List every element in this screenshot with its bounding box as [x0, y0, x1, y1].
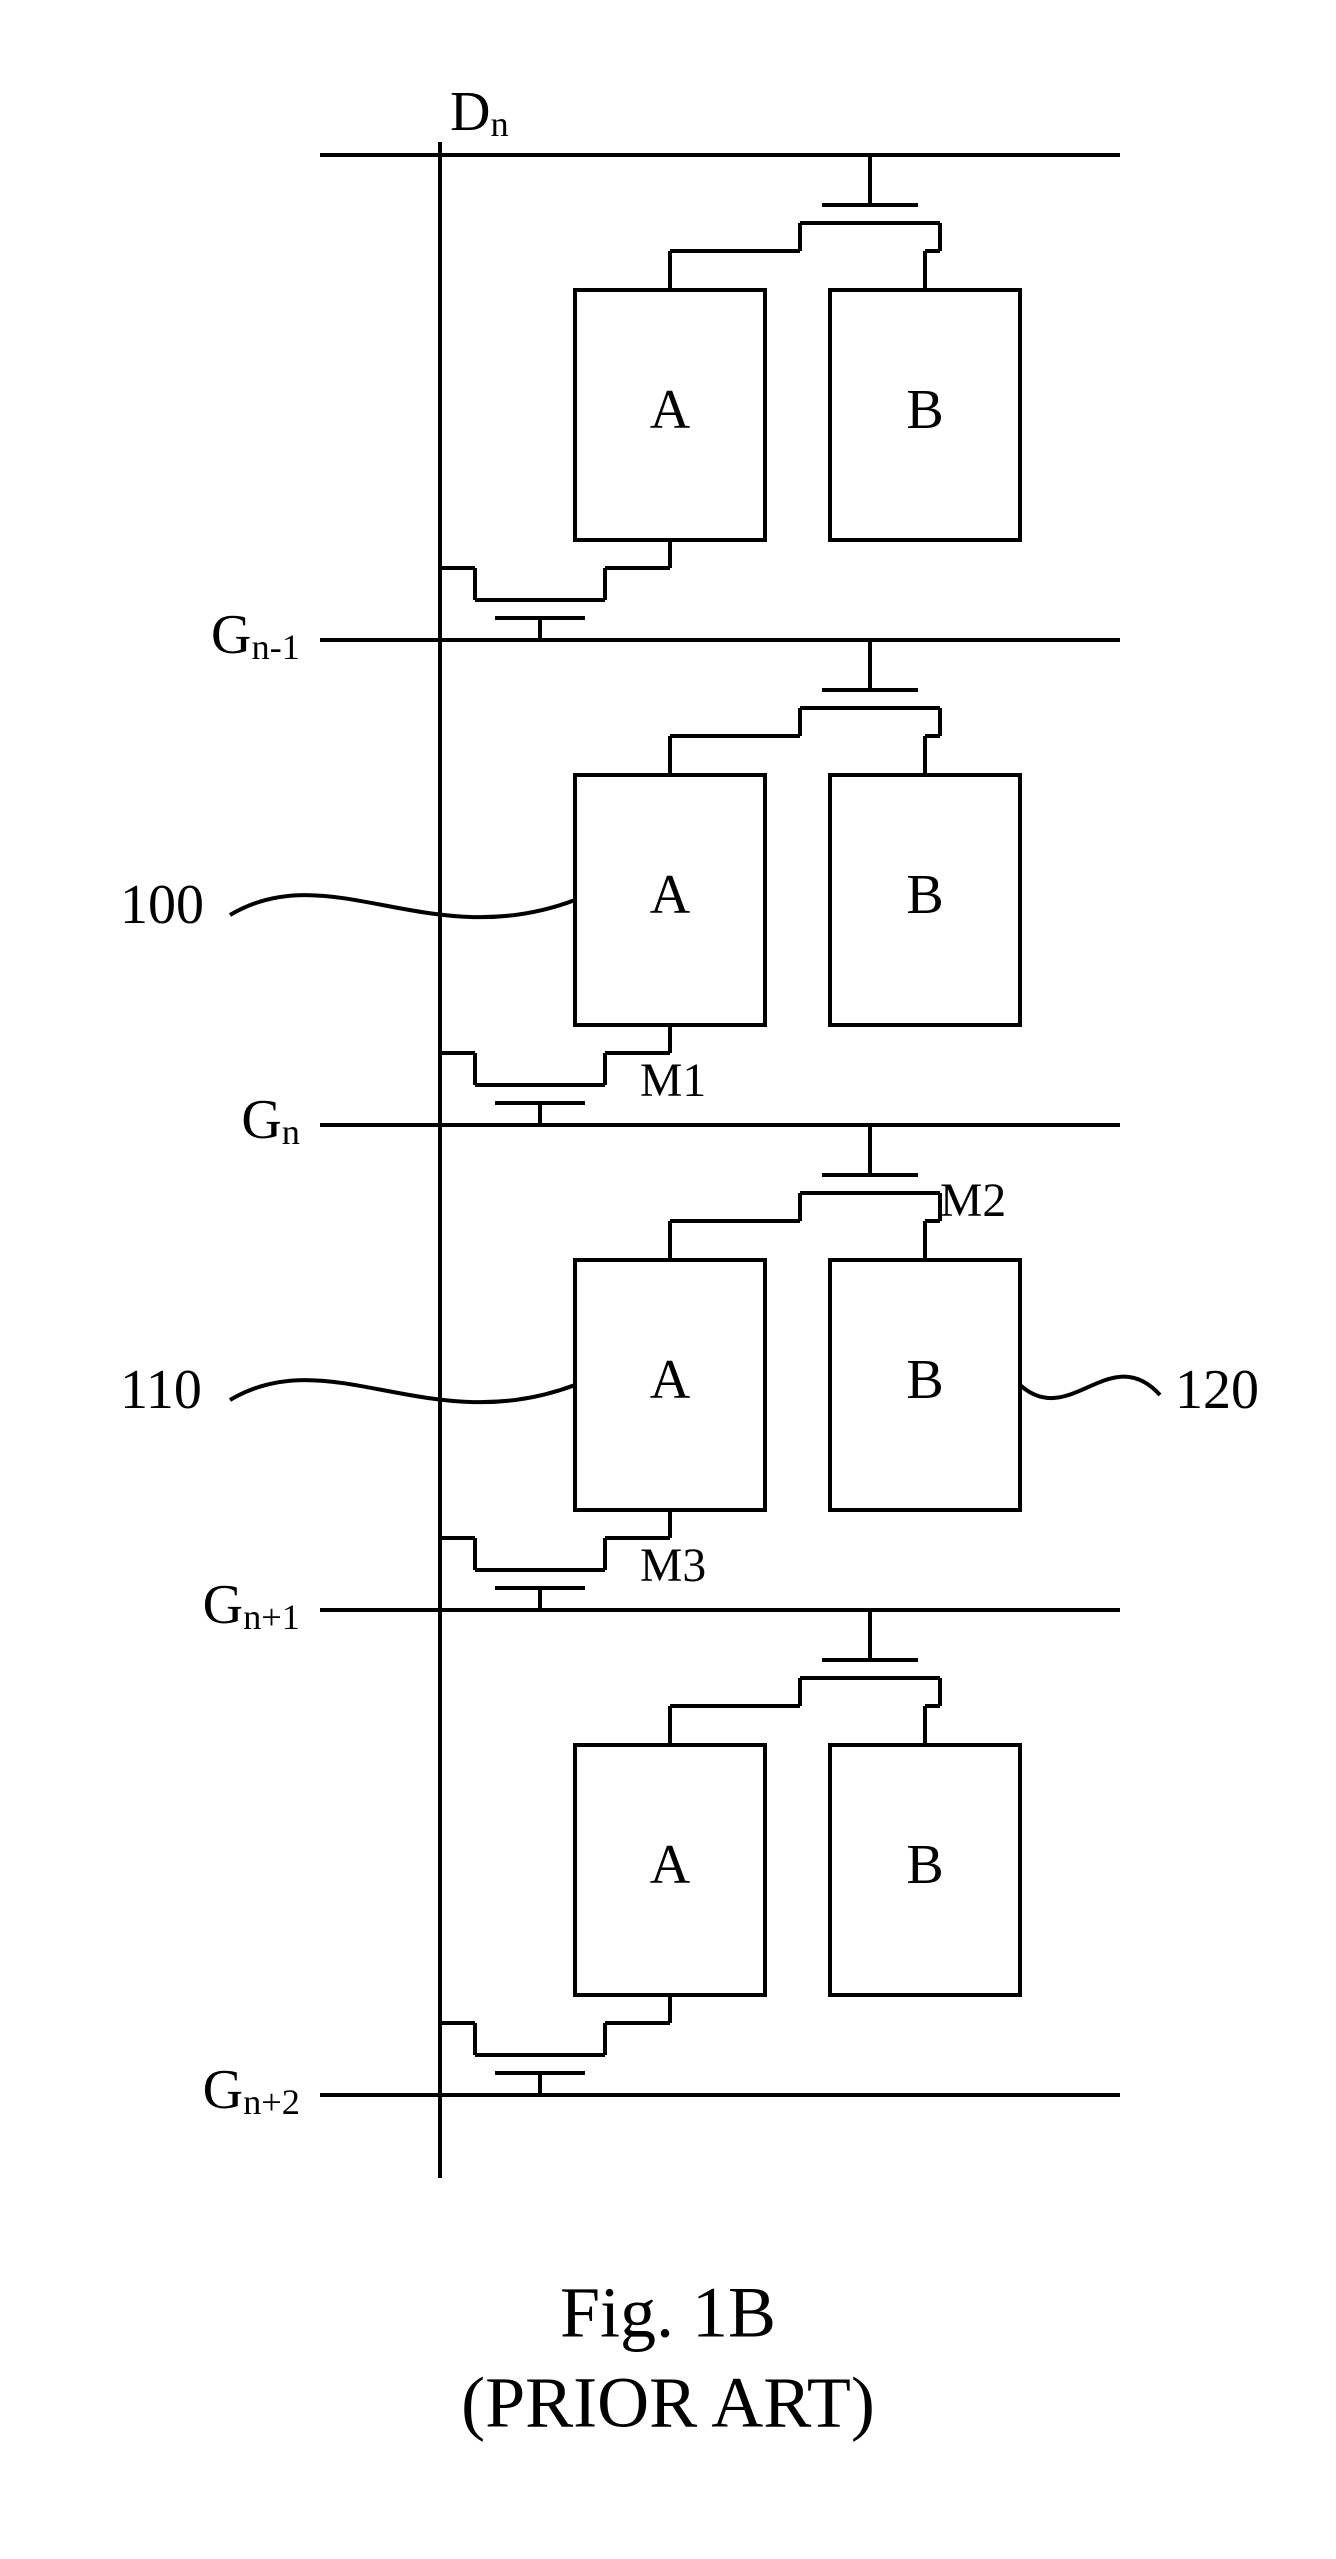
m1-label: M1 — [640, 1055, 706, 1107]
box-a-label: A — [650, 1349, 691, 1411]
box-a-label: A — [650, 864, 691, 926]
box-b-label: B — [906, 379, 943, 441]
box-b-label: B — [906, 1834, 943, 1896]
gate-line-label: Gn-1 — [211, 604, 300, 667]
circuit-svg: Dn Gn-1 A B Gn A B M1 100 Gn+1 A B M2 M3 110 120 Gn+2 A B F… — [0, 0, 1336, 2559]
callout-curve — [230, 895, 575, 917]
figure-caption-line1: Fig. 1B — [560, 2273, 776, 2353]
box-a-label: A — [650, 1834, 691, 1896]
data-line-label: Dn — [450, 81, 509, 144]
gate-line-label: Gn — [241, 1089, 300, 1152]
callout-curve — [1020, 1377, 1160, 1399]
figure-caption-line2: (PRIOR ART) — [461, 2363, 875, 2443]
callout-label-left: 110 — [120, 1359, 202, 1421]
m2-label: M2 — [940, 1175, 1006, 1227]
m3-label: M3 — [640, 1540, 706, 1592]
box-b-label: B — [906, 1349, 943, 1411]
box-a-label: A — [650, 379, 691, 441]
gate-line-label: Gn+2 — [203, 2059, 300, 2122]
gate-line-label: Gn+1 — [203, 1574, 300, 1637]
box-b-label: B — [906, 864, 943, 926]
callout-label-right: 120 — [1175, 1359, 1259, 1421]
callout-curve — [230, 1380, 575, 1402]
diagram-page: Dn Gn-1 A B Gn A B M1 100 Gn+1 A B M2 M3 110 120 Gn+2 A B F… — [0, 0, 1336, 2559]
callout-label-left: 100 — [120, 874, 204, 936]
